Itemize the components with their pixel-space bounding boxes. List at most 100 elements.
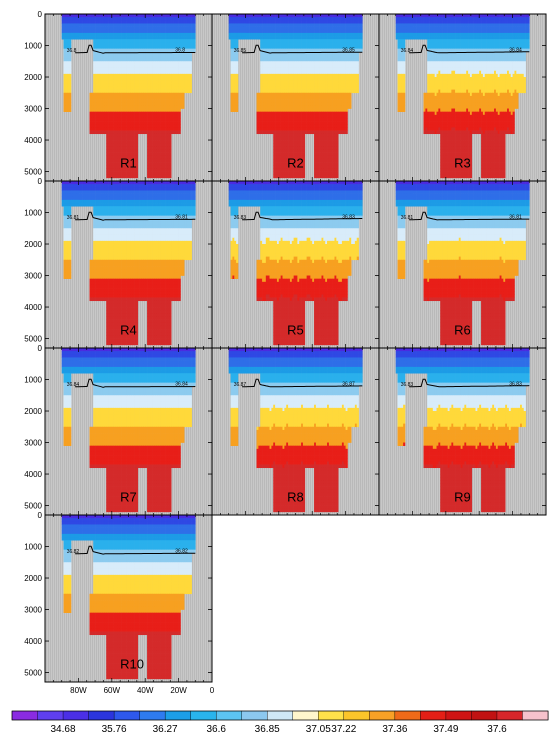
ocean-cell [271, 114, 274, 119]
ocean-cell [115, 117, 118, 122]
ocean-cell [295, 64, 298, 68]
ocean-cell [178, 89, 181, 94]
ocean-cell [234, 86, 237, 90]
ocean-cell [124, 152, 127, 157]
ocean-cell [154, 124, 157, 128]
ocean-cell [121, 133, 124, 138]
ocean-cell [191, 20, 194, 24]
ocean-cell [158, 108, 161, 112]
ocean-cell [93, 67, 96, 72]
ocean-cell [111, 45, 114, 49]
ocean-cell [289, 36, 293, 40]
ocean-cell [178, 42, 181, 46]
ocean-cell [299, 32, 302, 37]
ocean-cell [115, 54, 118, 59]
ocean-cell [301, 83, 304, 87]
ocean-cell [280, 92, 283, 97]
ocean-cell [271, 121, 274, 125]
ocean-cell [69, 45, 72, 49]
ocean-cell [152, 149, 155, 153]
ocean-cell [299, 39, 302, 43]
ocean-cell [128, 95, 131, 100]
ocean-cell [115, 133, 118, 138]
ocean-cell [111, 92, 114, 97]
ocean-cell [286, 42, 289, 46]
ocean-cell [299, 36, 302, 40]
ocean-cell [308, 29, 311, 34]
ocean-cell [128, 83, 131, 87]
ocean-cell [130, 54, 133, 59]
ocean-cell [98, 17, 101, 21]
ocean-cell [349, 20, 352, 24]
ocean-cell [173, 26, 176, 31]
ocean-cell [358, 45, 361, 49]
ocean-cell [289, 67, 293, 72]
ocean-cell [314, 58, 317, 62]
ocean-cell [332, 86, 335, 90]
ocean-cell [321, 83, 324, 87]
ocean-cell [89, 124, 92, 128]
ocean-cell [301, 114, 304, 119]
ocean-cell [282, 36, 285, 40]
ocean-cell [180, 92, 183, 97]
ocean-cell [150, 158, 153, 163]
ocean-cell [271, 29, 274, 34]
ocean-cell [332, 45, 335, 49]
ocean-cell [330, 67, 333, 72]
ocean-cell [310, 99, 313, 103]
ocean-cell [232, 36, 235, 40]
ocean-cell [95, 54, 98, 59]
ocean-cell [178, 67, 181, 72]
ocean-cell [308, 23, 311, 27]
ocean-cell [354, 42, 358, 46]
ocean-cell [232, 99, 235, 103]
ocean-cell [230, 86, 233, 90]
ocean-cell [345, 89, 348, 94]
ocean-cell [108, 124, 111, 128]
ocean-cell [78, 17, 81, 21]
ocean-cell [121, 73, 124, 78]
ocean-cell [169, 20, 172, 24]
ocean-cell [154, 67, 157, 72]
ocean-cell [356, 36, 359, 40]
ocean-cell [137, 23, 140, 27]
ocean-cell [291, 45, 294, 49]
ocean-cell [167, 70, 170, 75]
ocean-cell [343, 58, 346, 62]
ocean-cell [152, 143, 155, 147]
ocean-cell [165, 124, 168, 128]
ocean-cell [321, 121, 324, 125]
ocean-cell [327, 51, 330, 56]
ocean-cell [141, 36, 144, 40]
ocean-cell [280, 20, 283, 24]
ocean-cell [93, 124, 96, 128]
ocean-cell [334, 83, 337, 87]
ocean-cell [100, 105, 103, 109]
ocean-cell [150, 61, 153, 65]
ocean-cell [139, 92, 142, 97]
ocean-cell [263, 17, 267, 21]
ocean-cell [106, 108, 109, 112]
ocean-cell [124, 61, 127, 65]
ocean-cell [336, 108, 339, 112]
ocean-cell [134, 48, 137, 53]
ocean-cell [302, 26, 306, 31]
ocean-cell [128, 127, 131, 131]
ocean-cell [356, 29, 359, 34]
ocean-cell [154, 114, 157, 119]
ocean-cell [96, 77, 100, 81]
ocean-cell [308, 54, 311, 59]
ocean-cell [340, 17, 343, 21]
ocean-cell [63, 95, 66, 100]
ocean-cell [143, 45, 146, 49]
ocean-cell [321, 117, 324, 122]
ocean-cell [187, 54, 191, 59]
ocean-cell [282, 45, 285, 49]
ocean-cell [169, 54, 172, 59]
ocean-cell [330, 23, 333, 27]
ocean-cell [139, 121, 142, 125]
ocean-cell [184, 32, 187, 37]
ocean-cell [340, 42, 343, 46]
ocean-cell [278, 32, 281, 37]
ocean-cell [171, 54, 174, 59]
